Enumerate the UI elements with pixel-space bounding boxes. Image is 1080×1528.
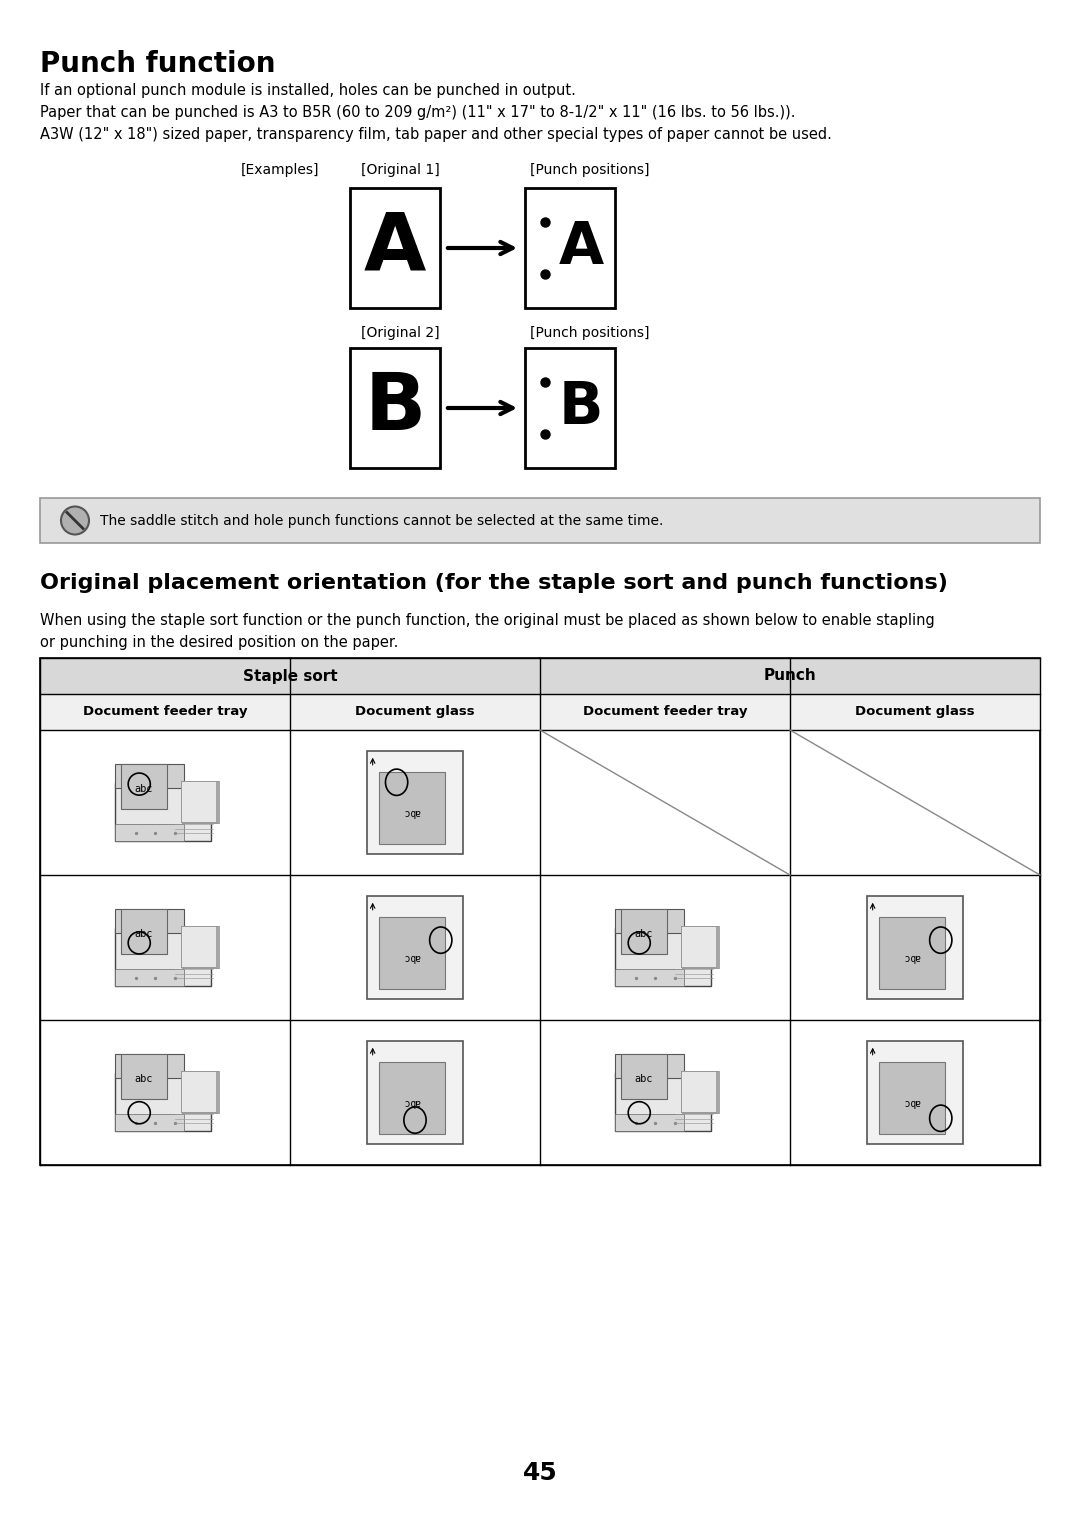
Bar bbox=[350, 348, 440, 468]
Text: Document feeder tray: Document feeder tray bbox=[83, 706, 247, 718]
Text: abc: abc bbox=[903, 952, 920, 961]
Text: or punching in the desired position on the paper.: or punching in the desired position on t… bbox=[40, 636, 399, 649]
Bar bbox=[878, 917, 945, 989]
Bar bbox=[114, 1114, 185, 1131]
Bar bbox=[867, 895, 963, 999]
Bar bbox=[681, 1071, 716, 1112]
Text: abc: abc bbox=[135, 784, 153, 795]
Bar bbox=[181, 1071, 216, 1112]
Text: abc: abc bbox=[903, 1097, 920, 1106]
Bar bbox=[114, 782, 212, 842]
Bar bbox=[181, 926, 217, 967]
Text: abc: abc bbox=[135, 929, 153, 938]
Text: [Original 1]: [Original 1] bbox=[361, 163, 440, 177]
Bar bbox=[114, 1054, 185, 1077]
Bar bbox=[181, 926, 216, 967]
Bar bbox=[40, 659, 1040, 1164]
Text: abc: abc bbox=[403, 807, 420, 817]
Bar bbox=[40, 659, 1040, 694]
Bar bbox=[114, 824, 185, 842]
Text: abc: abc bbox=[635, 929, 653, 938]
Bar bbox=[181, 781, 216, 822]
Bar bbox=[40, 694, 1040, 730]
Bar bbox=[367, 750, 463, 854]
Text: Original placement orientation (for the staple sort and punch functions): Original placement orientation (for the … bbox=[40, 573, 948, 593]
Bar bbox=[525, 188, 615, 309]
Bar bbox=[114, 764, 185, 788]
Bar bbox=[867, 1041, 963, 1144]
Text: 45: 45 bbox=[523, 1461, 557, 1485]
Text: abc: abc bbox=[635, 1074, 653, 1083]
Bar bbox=[121, 1054, 167, 1099]
Bar bbox=[681, 1071, 717, 1112]
Text: [Examples]: [Examples] bbox=[241, 163, 320, 177]
Bar bbox=[181, 1071, 218, 1112]
Text: Document glass: Document glass bbox=[855, 706, 975, 718]
Bar bbox=[114, 1073, 212, 1131]
Bar bbox=[183, 781, 219, 822]
Bar bbox=[367, 1041, 463, 1144]
Bar bbox=[681, 926, 716, 967]
Bar bbox=[615, 969, 685, 987]
Bar bbox=[181, 781, 218, 822]
Text: When using the staple sort function or the punch function, the original must be : When using the staple sort function or t… bbox=[40, 613, 935, 628]
Bar bbox=[367, 895, 463, 999]
Bar bbox=[114, 927, 212, 987]
Bar bbox=[181, 1071, 217, 1112]
Bar bbox=[621, 1054, 667, 1099]
Ellipse shape bbox=[60, 506, 89, 535]
Bar bbox=[615, 1054, 685, 1077]
Text: [Original 2]: [Original 2] bbox=[361, 325, 440, 341]
Text: Punch: Punch bbox=[764, 669, 816, 683]
Bar bbox=[181, 781, 217, 822]
Text: Document feeder tray: Document feeder tray bbox=[583, 706, 747, 718]
Text: Paper that can be punched is A3 to B5R (60 to 209 g/m²) (11" x 17" to 8-1/2" x 1: Paper that can be punched is A3 to B5R (… bbox=[40, 105, 796, 121]
Text: Punch function: Punch function bbox=[40, 50, 275, 78]
Bar bbox=[681, 926, 717, 967]
Text: [Punch positions]: [Punch positions] bbox=[530, 163, 650, 177]
Bar bbox=[621, 909, 667, 953]
Bar bbox=[525, 348, 615, 468]
Text: A3W (12" x 18") sized paper, transparency film, tab paper and other special type: A3W (12" x 18") sized paper, transparenc… bbox=[40, 127, 832, 142]
Text: Staple sort: Staple sort bbox=[243, 669, 337, 683]
Bar bbox=[183, 1071, 219, 1112]
Bar bbox=[681, 926, 718, 967]
Bar bbox=[683, 926, 719, 967]
Text: B: B bbox=[558, 379, 603, 437]
Bar bbox=[379, 917, 445, 989]
Text: If an optional punch module is installed, holes can be punched in output.: If an optional punch module is installed… bbox=[40, 83, 576, 98]
Bar bbox=[121, 764, 167, 808]
Bar bbox=[350, 188, 440, 309]
Bar bbox=[615, 1073, 712, 1131]
Bar bbox=[683, 1071, 719, 1112]
Bar bbox=[878, 1062, 945, 1134]
Bar bbox=[40, 498, 1040, 542]
Bar bbox=[681, 1071, 718, 1112]
Bar bbox=[114, 909, 185, 934]
Bar bbox=[379, 1062, 445, 1134]
Text: A: A bbox=[364, 209, 427, 287]
Bar bbox=[379, 773, 445, 843]
Bar bbox=[183, 926, 219, 967]
Bar bbox=[181, 926, 218, 967]
Bar bbox=[615, 1114, 685, 1131]
Text: abc: abc bbox=[403, 952, 420, 961]
Text: B: B bbox=[364, 368, 426, 448]
Text: Document glass: Document glass bbox=[355, 706, 475, 718]
Bar bbox=[615, 909, 685, 934]
Bar bbox=[121, 909, 167, 953]
Text: abc: abc bbox=[403, 1097, 420, 1106]
Text: abc: abc bbox=[135, 1074, 153, 1083]
Text: [Punch positions]: [Punch positions] bbox=[530, 325, 650, 341]
Bar bbox=[114, 969, 185, 987]
Text: A: A bbox=[558, 220, 604, 277]
Bar bbox=[615, 927, 712, 987]
Text: The saddle stitch and hole punch functions cannot be selected at the same time.: The saddle stitch and hole punch functio… bbox=[100, 513, 663, 527]
